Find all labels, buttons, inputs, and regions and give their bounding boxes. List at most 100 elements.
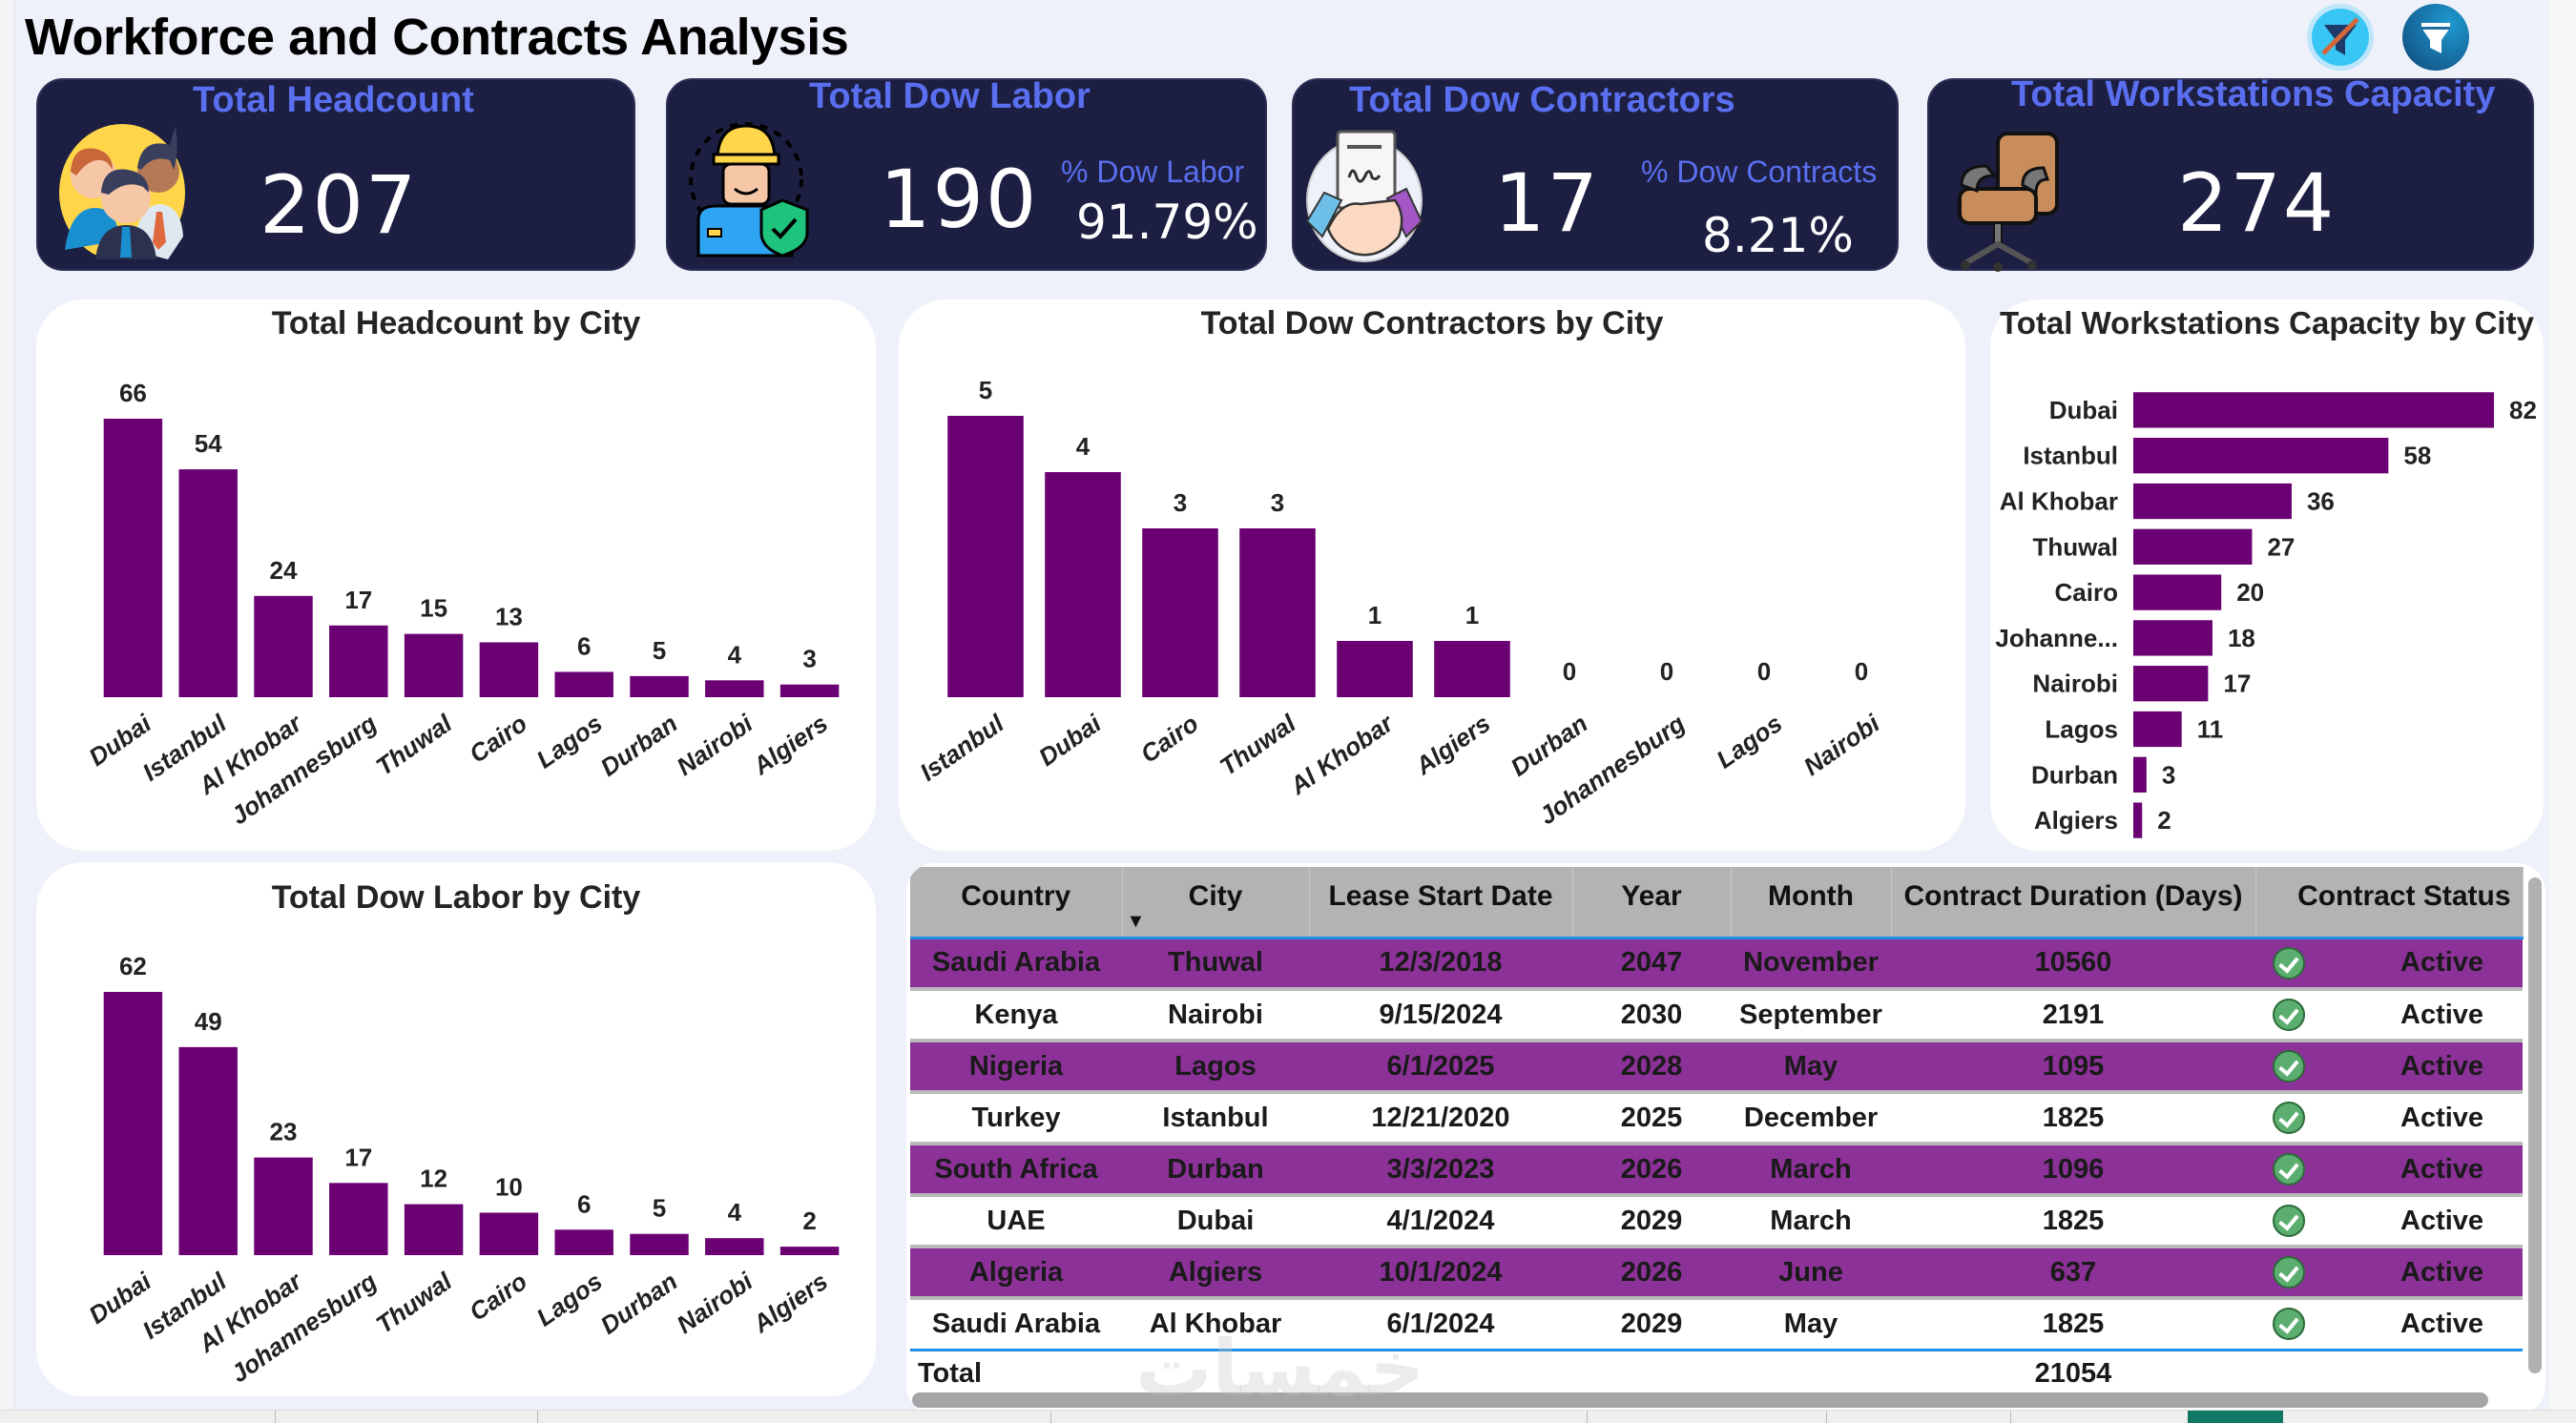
cell-contract-status: Active (2255, 1195, 2523, 1248)
column-header-city[interactable]: City ▼ (1122, 867, 1310, 938)
bar-algiers[interactable] (2133, 802, 2143, 838)
worker-shield-icon (689, 122, 809, 258)
cell-country: Saudi Arabia (910, 938, 1122, 991)
data-label: 2 (2157, 806, 2171, 835)
bar-algiers[interactable] (779, 684, 840, 697)
bar-thuwal[interactable] (404, 1204, 464, 1255)
bar-algiers[interactable] (1434, 641, 1510, 697)
cell-country: Nigeria (910, 1041, 1122, 1094)
column-header-contract-status[interactable]: Contract Status (2255, 867, 2524, 938)
column-header-country[interactable]: Country (910, 867, 1123, 938)
bar-durban[interactable] (2133, 756, 2147, 793)
bar-dubai[interactable] (103, 992, 163, 1255)
bar-dubai[interactable] (2133, 392, 2494, 428)
column-header-year[interactable]: Year (1572, 867, 1732, 938)
cell-contract-status: Active (2255, 1092, 2523, 1145)
kpi-card-dow-labor: Total Dow Labor 190 % Dow Labor 91.79% (666, 76, 1267, 271)
bar-al-khobar[interactable] (2133, 483, 2292, 520)
table-row[interactable]: South Africa Durban 3/3/2023 2026 March 1096 A… (910, 1144, 2523, 1197)
data-label: 3 (1271, 488, 1284, 517)
cell-lease-start-date: 6/1/2024 (1309, 1298, 1572, 1351)
x-tick-label: Cairo (1135, 709, 1204, 769)
table-row[interactable]: Turkey Istanbul 12/21/2020 2025 December 1825… (910, 1092, 2523, 1145)
bar-johanne-[interactable] (2133, 620, 2212, 656)
bar-algiers[interactable] (779, 1247, 840, 1255)
x-tick-label: Cairo (464, 709, 532, 769)
table-row[interactable]: Algeria Algiers 10/1/2024 2026 June 637 Active (910, 1247, 2523, 1300)
data-label: 17 (344, 1143, 372, 1171)
bar-nairobi[interactable] (705, 680, 764, 697)
data-label: 27 (2267, 532, 2295, 561)
cell-contract-status: Active (2255, 989, 2523, 1042)
bar-cairo[interactable] (2133, 574, 2222, 610)
check-circle-icon (2273, 1256, 2305, 1289)
data-label: 0 (1757, 657, 1771, 686)
x-tick-label: Nairobi (672, 1267, 758, 1339)
total-duration: 21054 (1891, 1350, 2255, 1397)
status-text: Active (2400, 1256, 2484, 1288)
sort-descending-icon[interactable]: ▼ (1126, 910, 1146, 932)
data-label: 17 (2223, 670, 2251, 698)
bar-istanbul[interactable] (947, 416, 1024, 697)
kpi-card-workstations: Total Workstations Capacity 274 (1927, 74, 2534, 272)
kpi-sub-label: % Dow Contracts (1641, 155, 1878, 189)
data-label: 20 (2236, 578, 2264, 607)
bar-cairo[interactable] (479, 1212, 539, 1255)
horizontal-scrollbar[interactable] (912, 1392, 2488, 1408)
cell-country: South Africa (910, 1144, 1122, 1197)
kpi-sub-value: 91.79% (1076, 195, 1258, 250)
data-label: 6 (577, 631, 591, 660)
cell-year: 2030 (1572, 989, 1731, 1042)
bar-johannesburg[interactable] (329, 625, 388, 697)
office-chair-icon (1958, 132, 2059, 272)
bar-thuwal[interactable] (1239, 528, 1316, 697)
table-row[interactable]: Kenya Nairobi 9/15/2024 2030 September 2191 Ac… (910, 989, 2523, 1042)
table-row[interactable]: UAE Dubai 4/1/2024 2029 March 1825 Active (910, 1195, 2523, 1248)
cell-lease-start-date: 12/3/2018 (1309, 938, 1572, 991)
table-row[interactable]: Saudi Arabia Thuwal 12/3/2018 2047 November 1… (910, 938, 2523, 991)
bar-lagos[interactable] (554, 671, 613, 697)
bar-nairobi[interactable] (2133, 666, 2209, 702)
bar-thuwal[interactable] (2133, 528, 2253, 565)
bar-al-khobar[interactable] (1337, 641, 1413, 697)
cell-lease-start-date: 6/1/2025 (1309, 1041, 1572, 1094)
bar-al-khobar[interactable] (254, 1157, 313, 1255)
column-header-lease-start-date[interactable]: Lease Start Date (1309, 867, 1573, 938)
cell-year: 2029 (1572, 1298, 1731, 1351)
vertical-scrollbar[interactable] (2528, 877, 2542, 1373)
clear-filters-button[interactable] (2307, 4, 2374, 71)
bar-istanbul[interactable] (178, 1046, 238, 1255)
data-label: 5 (979, 376, 992, 404)
bar-dubai[interactable] (103, 419, 163, 697)
bar-istanbul[interactable] (2133, 438, 2389, 474)
filter-button[interactable] (2402, 4, 2469, 71)
bar-durban[interactable] (630, 1233, 689, 1255)
data-label: 4 (728, 640, 742, 669)
bar-istanbul[interactable] (178, 469, 238, 697)
column-header-month[interactable]: Month (1731, 867, 1892, 938)
column-header-contract-duration[interactable]: Contract Duration (Days) (1891, 867, 2256, 938)
bar-lagos[interactable] (2133, 711, 2182, 748)
bar-durban[interactable] (630, 675, 689, 697)
bar-al-khobar[interactable] (254, 595, 313, 697)
bar-johannesburg[interactable] (329, 1183, 388, 1255)
contracts-table: Country City ▼ Lease Start Date Year Mont… (910, 867, 2524, 1397)
data-label: 54 (195, 429, 222, 458)
y-tick-label: Johanne... (1995, 624, 2118, 652)
bar-lagos[interactable] (554, 1229, 613, 1255)
cell-year: 2025 (1572, 1092, 1731, 1145)
data-label: 12 (420, 1165, 447, 1193)
bar-thuwal[interactable] (404, 633, 464, 697)
data-label: 11 (2197, 715, 2224, 744)
table-row[interactable]: Nigeria Lagos 6/1/2025 2028 May 1095 Active (910, 1041, 2523, 1094)
data-label: 1 (1368, 601, 1381, 629)
bar-cairo[interactable] (479, 642, 539, 697)
y-tick-label: Durban (2031, 760, 2118, 789)
table-row[interactable]: Saudi Arabia Al Khobar 6/1/2024 2029 May 1825… (910, 1298, 2523, 1351)
bar-nairobi[interactable] (705, 1238, 764, 1255)
x-tick-label: Thuwal (1215, 709, 1301, 781)
bar-cairo[interactable] (1142, 528, 1218, 697)
active-page-tab[interactable] (2188, 1411, 2283, 1423)
bar-dubai[interactable] (1045, 472, 1121, 697)
column-header-label: Year (1621, 880, 1682, 912)
